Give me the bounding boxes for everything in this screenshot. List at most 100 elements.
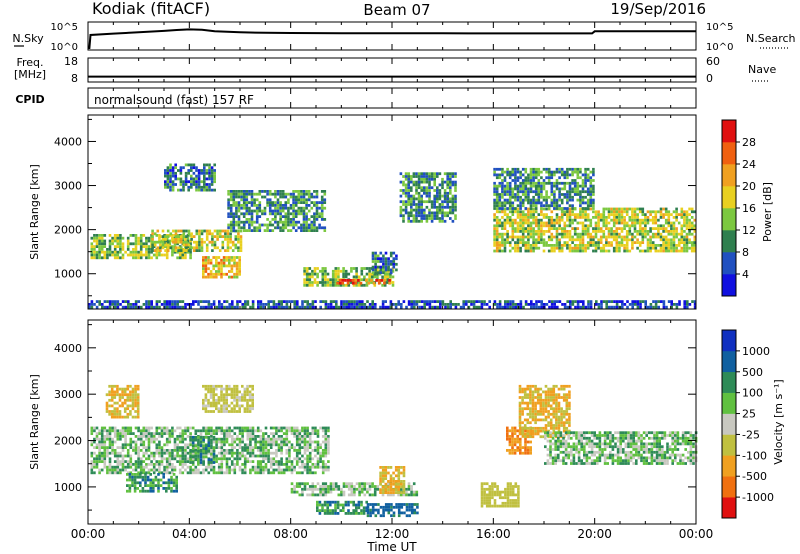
data-cell bbox=[121, 443, 125, 447]
data-cell bbox=[542, 167, 546, 171]
data-cell bbox=[280, 446, 283, 449]
data-cell bbox=[680, 249, 684, 253]
data-cell bbox=[220, 460, 224, 463]
data-cell bbox=[367, 281, 371, 285]
data-cell bbox=[308, 437, 312, 441]
data-cell bbox=[274, 206, 277, 210]
data-cell bbox=[519, 216, 522, 219]
data-cell bbox=[194, 429, 198, 433]
data-cell bbox=[660, 300, 663, 303]
data-cell bbox=[433, 200, 436, 204]
data-cell bbox=[371, 260, 375, 263]
velocity-data bbox=[90, 384, 698, 518]
data-cell bbox=[407, 194, 410, 198]
data-cell bbox=[197, 174, 201, 178]
data-cell bbox=[220, 454, 224, 458]
data-cell bbox=[197, 188, 201, 192]
data-cell bbox=[269, 471, 273, 475]
data-cell bbox=[399, 189, 403, 192]
data-cell bbox=[579, 305, 582, 309]
data-cell bbox=[595, 300, 598, 303]
data-cell bbox=[495, 210, 499, 214]
data-cell bbox=[280, 303, 283, 306]
data-cell bbox=[587, 300, 590, 303]
data-cell bbox=[110, 398, 114, 402]
data-cell bbox=[329, 283, 332, 287]
data-cell bbox=[672, 210, 676, 214]
data-cell bbox=[220, 432, 224, 435]
data-cell bbox=[327, 305, 330, 309]
data-cell bbox=[202, 264, 205, 268]
data-cell bbox=[685, 227, 689, 230]
data-cell bbox=[98, 437, 101, 441]
data-cell bbox=[163, 300, 166, 303]
data-cell bbox=[242, 229, 246, 232]
data-cell bbox=[314, 429, 317, 433]
data-cell bbox=[607, 244, 611, 247]
data-cell bbox=[129, 460, 133, 463]
data-cell bbox=[103, 239, 107, 243]
data-cell bbox=[592, 201, 595, 205]
data-cell bbox=[316, 465, 320, 469]
data-cell bbox=[289, 212, 293, 216]
data-cell bbox=[258, 204, 262, 207]
data-cell bbox=[184, 250, 187, 254]
data-cell bbox=[579, 184, 582, 188]
data-cell bbox=[233, 440, 237, 444]
data-cell bbox=[321, 451, 325, 455]
data-cell bbox=[670, 246, 673, 250]
data-cell bbox=[354, 281, 358, 285]
data-cell bbox=[371, 300, 374, 303]
data-cell bbox=[348, 300, 351, 303]
data-cell bbox=[303, 440, 307, 444]
data-cell bbox=[553, 246, 556, 250]
data-cell bbox=[144, 489, 147, 493]
data-cell bbox=[584, 232, 587, 236]
data-cell bbox=[418, 305, 421, 309]
data-cell bbox=[229, 209, 233, 213]
data-cell bbox=[268, 204, 272, 207]
data-cell bbox=[178, 454, 182, 458]
data-cell bbox=[584, 195, 587, 199]
data-cell bbox=[433, 203, 436, 206]
data-cell bbox=[236, 454, 239, 458]
data-cell bbox=[373, 275, 377, 279]
data-cell bbox=[576, 190, 580, 194]
data-cell bbox=[306, 432, 309, 435]
data-cell bbox=[236, 300, 239, 303]
data-cell bbox=[220, 258, 223, 262]
data-cell bbox=[185, 240, 188, 244]
data-cell bbox=[223, 454, 226, 458]
data-cell bbox=[217, 437, 221, 441]
data-cell bbox=[152, 484, 155, 487]
data-cell bbox=[195, 188, 198, 192]
data-cell bbox=[555, 167, 559, 171]
data-cell bbox=[341, 281, 345, 285]
data-cell bbox=[142, 245, 146, 248]
data-cell bbox=[288, 426, 291, 430]
data-cell bbox=[382, 271, 385, 275]
data-cell bbox=[110, 393, 114, 397]
data-cell bbox=[240, 192, 243, 196]
data-cell bbox=[547, 238, 551, 242]
data-cell bbox=[241, 449, 244, 452]
data-cell bbox=[503, 170, 507, 174]
data-cell bbox=[430, 219, 434, 223]
data-cell bbox=[508, 221, 512, 225]
data-cell bbox=[119, 245, 122, 248]
data-cell bbox=[95, 426, 99, 430]
data-cell bbox=[264, 426, 268, 430]
data-cell bbox=[171, 471, 174, 475]
data-cell bbox=[150, 250, 153, 254]
data-cell bbox=[305, 192, 308, 196]
data-cell bbox=[592, 204, 595, 208]
data-cell bbox=[150, 460, 153, 463]
data-cell bbox=[106, 468, 109, 472]
data-cell bbox=[320, 209, 324, 213]
data-cell bbox=[194, 432, 198, 435]
data-cell bbox=[215, 457, 218, 461]
data-cell bbox=[170, 481, 173, 485]
data-cell bbox=[324, 432, 328, 435]
data-cell bbox=[116, 239, 120, 243]
